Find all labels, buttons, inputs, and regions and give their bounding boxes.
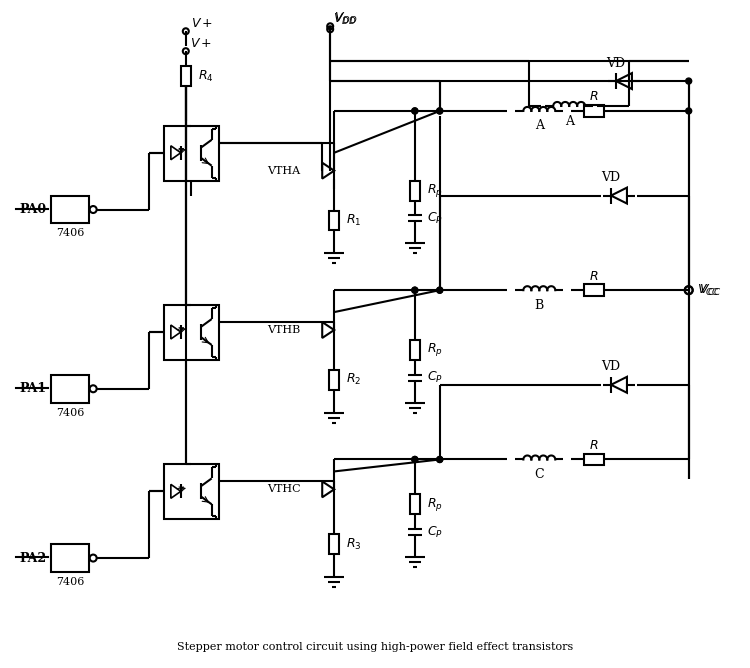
Polygon shape xyxy=(616,73,632,89)
Circle shape xyxy=(436,108,442,114)
Text: $R$: $R$ xyxy=(590,270,598,283)
Text: VTHB: VTHB xyxy=(267,325,300,335)
Text: VTHA: VTHA xyxy=(267,166,300,176)
Bar xyxy=(51,544,89,572)
Circle shape xyxy=(436,456,442,462)
Bar xyxy=(181,66,190,86)
Text: $V_{DD}$: $V_{DD}$ xyxy=(333,12,357,27)
Circle shape xyxy=(686,108,692,114)
Text: $R_2$: $R_2$ xyxy=(346,372,362,387)
Bar xyxy=(164,126,219,180)
Bar xyxy=(329,534,339,554)
Circle shape xyxy=(412,108,418,114)
Polygon shape xyxy=(322,482,334,497)
Polygon shape xyxy=(171,146,181,160)
Circle shape xyxy=(412,287,418,293)
Bar xyxy=(584,454,604,466)
Bar xyxy=(51,196,89,224)
Text: VD: VD xyxy=(607,57,625,69)
Bar xyxy=(164,305,219,360)
Text: 7406: 7406 xyxy=(56,407,85,418)
Bar xyxy=(584,105,604,117)
Text: A: A xyxy=(565,116,574,128)
Text: $C_P$: $C_P$ xyxy=(427,524,442,540)
Text: $V_{DD}$: $V_{DD}$ xyxy=(334,11,358,26)
Text: $V+$: $V+$ xyxy=(190,17,213,30)
Text: PA0: PA0 xyxy=(20,203,46,216)
Circle shape xyxy=(436,287,442,293)
Text: $R_p$: $R_p$ xyxy=(427,182,442,199)
Text: A: A xyxy=(535,120,544,132)
Text: PA2: PA2 xyxy=(20,552,46,564)
Bar xyxy=(410,494,420,514)
Text: VTHC: VTHC xyxy=(267,484,300,494)
Circle shape xyxy=(686,78,692,84)
Bar xyxy=(584,284,604,296)
Circle shape xyxy=(412,108,418,114)
Bar xyxy=(329,210,339,230)
Text: $C_P$: $C_P$ xyxy=(427,211,442,226)
Bar xyxy=(164,464,219,519)
Circle shape xyxy=(436,456,442,462)
Text: $R_p$: $R_p$ xyxy=(427,341,442,359)
Text: $R_p$: $R_p$ xyxy=(427,496,442,513)
Text: 7406: 7406 xyxy=(56,228,85,238)
Polygon shape xyxy=(322,322,334,338)
Polygon shape xyxy=(611,188,627,204)
Text: $R_3$: $R_3$ xyxy=(346,536,362,552)
Text: Stepper motor control circuit using high-power field effect transistors: Stepper motor control circuit using high… xyxy=(177,642,573,652)
Polygon shape xyxy=(322,163,334,178)
Text: VD: VD xyxy=(602,360,620,373)
Text: $R_4$: $R_4$ xyxy=(198,69,214,84)
Bar xyxy=(51,375,89,403)
Text: $V+$: $V+$ xyxy=(190,37,212,49)
Bar xyxy=(410,340,420,360)
Text: $C_P$: $C_P$ xyxy=(427,370,442,385)
Text: $R$: $R$ xyxy=(590,439,598,452)
Circle shape xyxy=(436,287,442,293)
Text: 7406: 7406 xyxy=(56,577,85,587)
Text: $R$: $R$ xyxy=(590,90,598,104)
Text: $V_{CC}$: $V_{CC}$ xyxy=(697,283,719,298)
Circle shape xyxy=(412,287,418,293)
Text: PA1: PA1 xyxy=(20,382,46,395)
Polygon shape xyxy=(171,325,181,339)
Bar xyxy=(329,370,339,389)
Circle shape xyxy=(436,108,442,114)
Text: $R_1$: $R_1$ xyxy=(346,213,362,228)
Polygon shape xyxy=(171,484,181,498)
Circle shape xyxy=(412,456,418,462)
Polygon shape xyxy=(611,377,627,393)
Text: VD: VD xyxy=(602,171,620,184)
Text: B: B xyxy=(535,299,544,311)
Bar xyxy=(410,180,420,200)
Text: $V_{CC}$: $V_{CC}$ xyxy=(699,283,721,298)
Circle shape xyxy=(412,456,418,462)
Text: C: C xyxy=(535,468,544,481)
